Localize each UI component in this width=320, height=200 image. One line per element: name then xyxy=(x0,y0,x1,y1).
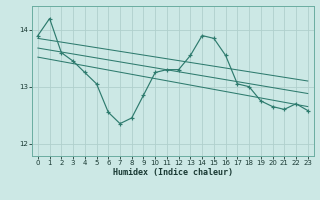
X-axis label: Humidex (Indice chaleur): Humidex (Indice chaleur) xyxy=(113,168,233,177)
